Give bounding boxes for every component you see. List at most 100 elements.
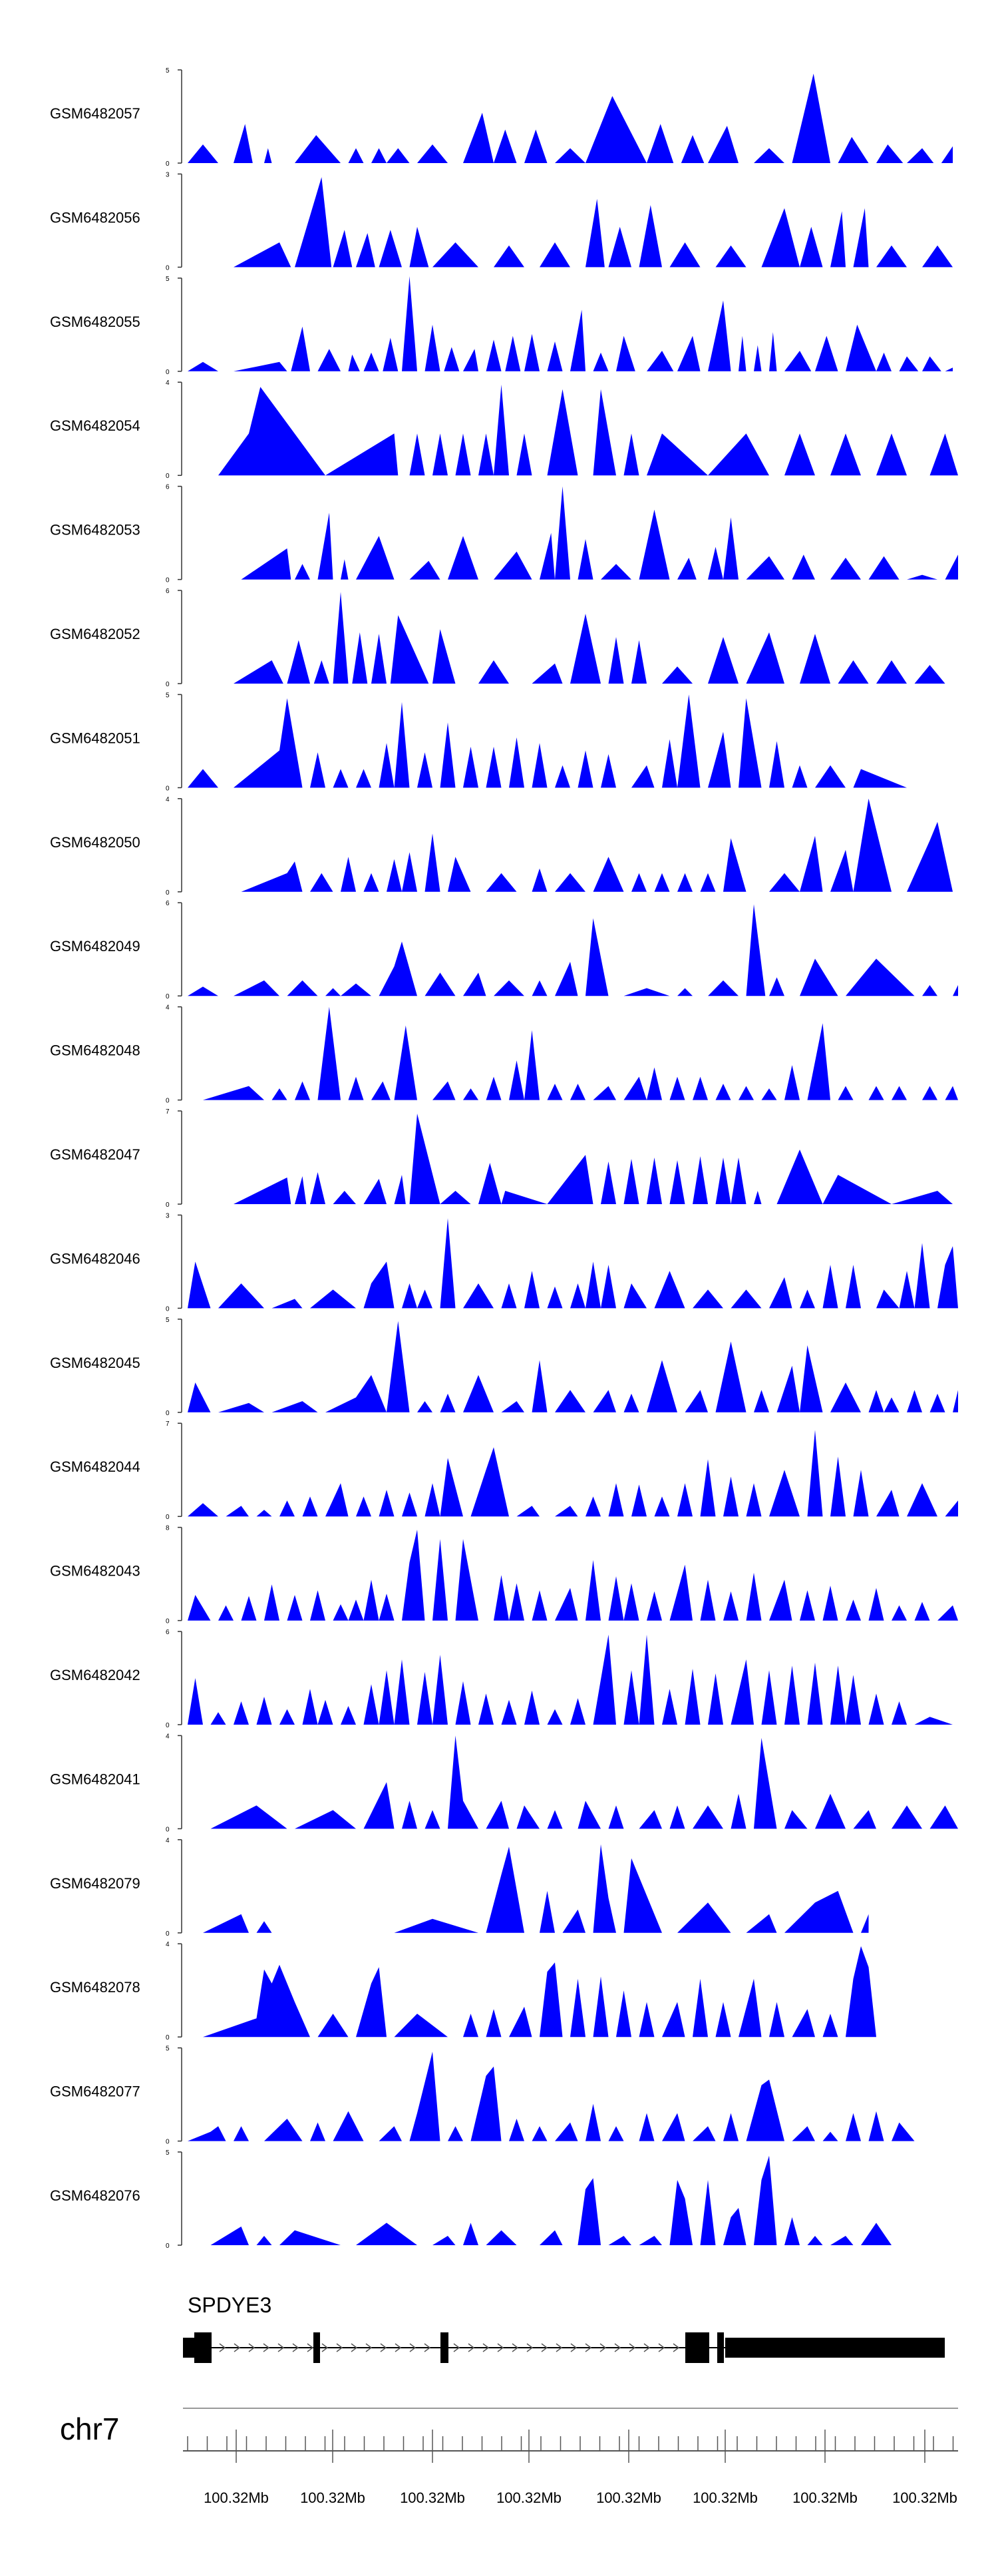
strand-arrow <box>643 2343 651 2352</box>
track-GSM6482077: GSM6482077 5 0 <box>50 2045 915 2146</box>
track-label: GSM6482049 <box>50 938 140 955</box>
strand-arrow <box>321 2343 329 2352</box>
y-tick-label-max: 4 <box>166 1837 170 1844</box>
y-tick-label-min: 0 <box>166 1514 170 1521</box>
exon <box>440 2332 448 2363</box>
y-tick-label-min: 0 <box>166 264 170 272</box>
strand-arrow <box>292 2343 299 2352</box>
strand-arrow <box>599 2343 607 2352</box>
chromosome-axis: chr7 100.32Mb 100.32Mb 100.32Mb 100.32Mb 100… <box>60 2408 958 2506</box>
y-tick-label-min: 0 <box>166 1826 170 1833</box>
strand-arrow <box>307 2343 314 2352</box>
strand-arrow <box>351 2343 358 2352</box>
strand-arrow <box>248 2343 255 2352</box>
y-tick-label-max: 4 <box>166 1004 170 1012</box>
strand-arrow <box>336 2343 343 2352</box>
strand-arrows <box>219 2343 680 2352</box>
coverage-area <box>218 384 958 476</box>
coverage-area <box>188 2051 915 2141</box>
track-label: GSM6482046 <box>50 1250 140 1267</box>
y-tick-label-max: 4 <box>166 796 170 803</box>
coverage-area <box>210 2155 892 2245</box>
coverage-area <box>210 1735 958 1829</box>
y-tick-label-max: 6 <box>166 484 170 491</box>
track-GSM6482054: GSM6482054 4 0 <box>50 379 958 480</box>
y-tick-label-min: 0 <box>166 473 170 480</box>
strand-arrow <box>658 2343 665 2352</box>
track-GSM6482049: GSM6482049 6 0 <box>50 900 958 1000</box>
tick-label: 100.32Mb <box>596 2489 661 2506</box>
track-label: GSM6482054 <box>50 417 140 434</box>
track-GSM6482055: GSM6482055 5 0 <box>50 276 953 376</box>
y-tick-label-min: 0 <box>166 1930 170 1938</box>
y-tick-label-max: 5 <box>166 1317 170 1324</box>
track-label: GSM6482042 <box>50 1667 140 1683</box>
track-GSM6482057: GSM6482057 5 0 <box>50 67 953 168</box>
exon <box>717 2332 724 2363</box>
strand-arrow <box>512 2343 519 2352</box>
y-tick-label-max: 6 <box>166 1629 170 1636</box>
y-tick-label-min: 0 <box>166 1618 170 1625</box>
y-tick-label-max: 5 <box>166 2045 170 2053</box>
track-GSM6482042: GSM6482042 6 0 <box>50 1629 958 1729</box>
track-GSM6482052: GSM6482052 6 0 <box>50 588 945 688</box>
y-tick-label-min: 0 <box>166 1410 170 1417</box>
tick-label: 100.32Mb <box>792 2489 858 2506</box>
y-tick-label-max: 3 <box>166 171 170 178</box>
track-label: GSM6482041 <box>50 1771 140 1787</box>
y-tick-label-max: 5 <box>166 67 170 75</box>
track-label: GSM6482079 <box>50 1875 140 1892</box>
y-tick-label-min: 0 <box>166 993 170 1000</box>
y-tick-label-max: 3 <box>166 1212 170 1219</box>
track-GSM6482050: GSM6482050 4 0 <box>50 796 958 897</box>
coverage-area <box>203 1006 958 1100</box>
track-label: GSM6482057 <box>50 105 140 122</box>
track-GSM6482041: GSM6482041 4 0 <box>50 1733 958 1833</box>
track-GSM6482053: GSM6482053 6 0 <box>50 484 958 584</box>
y-tick-label-max: 6 <box>166 900 170 907</box>
track-GSM6482051: GSM6482051 5 0 <box>50 692 907 792</box>
y-tick-label-min: 0 <box>166 369 170 376</box>
strand-arrow <box>409 2343 416 2352</box>
coverage-area <box>188 1430 958 1517</box>
track-GSM6482078: GSM6482078 4 0 <box>50 1941 876 2041</box>
y-tick-label-min: 0 <box>166 681 170 688</box>
strand-arrow <box>482 2343 490 2352</box>
track-label: GSM6482056 <box>50 209 140 226</box>
exon <box>685 2332 709 2363</box>
track-label: GSM6482045 <box>50 1355 140 1371</box>
coverage-area <box>188 904 958 996</box>
tick-label: 100.32Mb <box>693 2489 758 2506</box>
strand-arrow <box>673 2343 680 2352</box>
y-tick-label-max: 5 <box>166 692 170 699</box>
y-tick-label-max: 8 <box>166 1525 170 1532</box>
exon <box>194 2332 212 2363</box>
strand-arrow <box>380 2343 387 2352</box>
y-tick-label-max: 6 <box>166 588 170 595</box>
strand-arrow <box>263 2343 270 2352</box>
strand-arrow <box>424 2343 431 2352</box>
strand-arrow <box>395 2343 402 2352</box>
track-label: GSM6482050 <box>50 834 140 851</box>
track-GSM6482079: GSM6482079 4 0 <box>50 1837 869 1938</box>
y-tick-label-min: 0 <box>166 160 170 168</box>
track-label: GSM6482051 <box>50 730 140 746</box>
y-tick-label-min: 0 <box>166 785 170 792</box>
coverage-area <box>234 592 945 684</box>
strand-arrow <box>234 2343 241 2352</box>
tick-label: 100.32Mb <box>300 2489 365 2506</box>
exon <box>183 2338 196 2358</box>
track-label: GSM6482047 <box>50 1146 140 1163</box>
strand-arrow <box>585 2343 592 2352</box>
y-tick-label-min: 0 <box>166 577 170 584</box>
strand-arrow <box>629 2343 636 2352</box>
y-tick-label-min: 0 <box>166 1722 170 1729</box>
y-tick-label-min: 0 <box>166 2243 170 2250</box>
strand-arrow <box>541 2343 548 2352</box>
coverage-area <box>188 1218 958 1309</box>
y-tick-label-max: 5 <box>166 2149 170 2157</box>
tick-label: 100.32Mb <box>400 2489 465 2506</box>
track-GSM6482048: GSM6482048 4 0 <box>50 1004 958 1105</box>
track-GSM6482076: GSM6482076 5 0 <box>50 2149 892 2250</box>
y-tick-label-min: 0 <box>166 1201 170 1209</box>
